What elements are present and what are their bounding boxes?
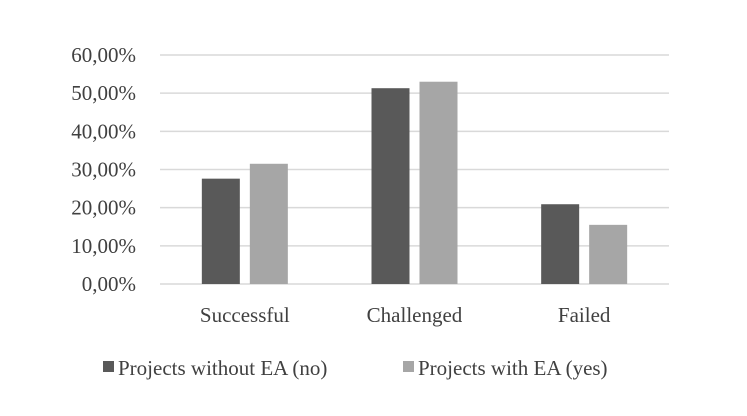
gridlines: [160, 54, 669, 285]
y-tick-label: 60,00%: [71, 43, 136, 67]
y-tick-label: 50,00%: [71, 81, 136, 105]
y-tick-label: 30,00%: [71, 158, 136, 182]
y-tick-label: 10,00%: [71, 234, 136, 258]
bar-with-ea-successful: [249, 163, 288, 284]
y-tick-label: 40,00%: [71, 119, 136, 143]
x-tick-label: Failed: [558, 303, 611, 327]
x-tick-label: Successful: [200, 303, 290, 327]
x-tick-label: Challenged: [367, 303, 463, 327]
bar-with-ea-challenged: [419, 81, 458, 284]
bar-with-ea-failed: [589, 224, 628, 284]
legend-swatch: [403, 361, 414, 372]
bar-without-ea-failed: [541, 204, 580, 284]
x-axis-tick-labels: Successful Challenged Failed: [200, 303, 611, 327]
bar-without-ea-challenged: [371, 88, 410, 284]
legend-label: Projects without EA (no): [118, 356, 327, 380]
legend-label: Projects with EA (yes): [418, 356, 608, 380]
bar-without-ea-successful: [201, 178, 240, 284]
y-tick-label: 20,00%: [71, 196, 136, 220]
y-axis-tick-labels: 0,00% 10,00% 20,00% 30,00% 40,00% 50,00% 60,00…: [71, 43, 136, 296]
legend-swatch: [103, 361, 114, 372]
bars: [201, 81, 628, 284]
y-tick-label: 0,00%: [82, 272, 136, 296]
legend: Projects without EA (no) Projects with EA…: [103, 356, 608, 380]
